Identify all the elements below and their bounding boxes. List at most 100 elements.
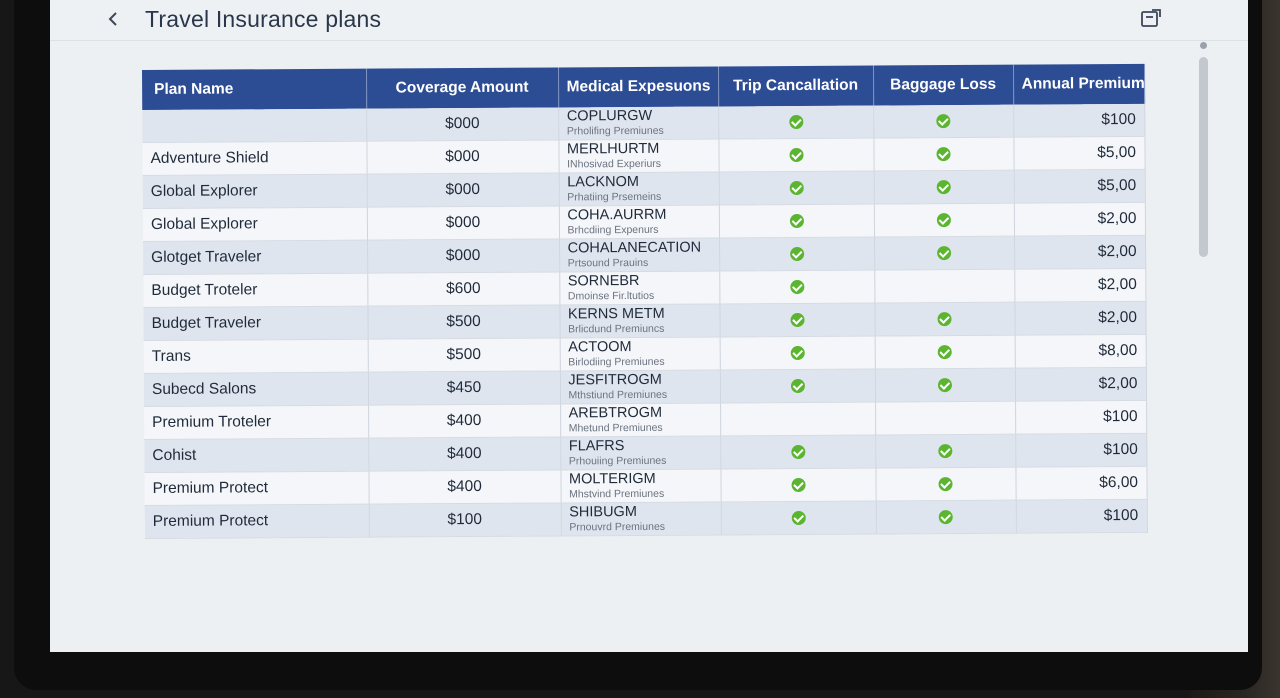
column-header-medical-expenses[interactable]: Medical Expesuons xyxy=(557,66,719,108)
medical-expenses-note: Dmoinse Fir.ltutios xyxy=(567,289,655,302)
baggage-loss-cell xyxy=(875,401,1016,436)
share-icon xyxy=(1141,9,1161,27)
baggage-loss-cell xyxy=(873,170,1014,205)
coverage-amount-cell: $000 xyxy=(366,139,559,175)
medical-expenses-value: FLAFRS xyxy=(568,438,625,455)
check-circle-icon xyxy=(790,345,805,360)
column-header-annual-premium[interactable]: Annual Premium xyxy=(1012,63,1145,105)
plan-name-cell: Cohist xyxy=(144,438,369,473)
scroll-indicator-dot xyxy=(1200,42,1207,49)
medical-expenses-note: Mthstiund Premiunes xyxy=(568,388,668,401)
share-button[interactable] xyxy=(1140,7,1162,29)
table-row[interactable]: Premium Protect $100 SHIBUGM Prnouvrd Premi… xyxy=(144,499,1147,539)
check-circle-icon xyxy=(938,509,953,525)
plan-name-cell: Premium Troteler xyxy=(144,405,369,440)
coverage-amount-cell: $450 xyxy=(367,370,561,406)
check-circle-icon xyxy=(791,477,806,492)
plan-name-cell xyxy=(142,108,367,143)
check-circle-icon xyxy=(938,476,953,492)
medical-expenses-value: MERLHURTM xyxy=(566,141,660,158)
trip-cancellation-cell xyxy=(720,468,876,502)
plan-name-cell: Global Explorer xyxy=(142,207,368,242)
check-circle-icon xyxy=(788,147,804,162)
medical-expenses-cell: MERLHURTM INhosivad Experiurs xyxy=(558,138,719,173)
plan-name-cell: Trans xyxy=(143,339,368,374)
baggage-loss-cell xyxy=(874,368,1016,403)
annual-premium-cell: $100 xyxy=(1015,400,1147,435)
check-circle-icon xyxy=(937,344,952,360)
trip-cancellation-cell xyxy=(720,501,876,535)
check-circle-icon xyxy=(789,246,804,261)
medical-expenses-cell: ACTOOM Birlodiing Premiunes xyxy=(559,336,720,371)
scrollbar[interactable] xyxy=(1196,40,1210,600)
medical-expenses-cell: JESFITROGM Mthstiund Premiunes xyxy=(559,369,721,404)
coverage-amount-cell: $500 xyxy=(367,337,560,373)
medical-expenses-value: KERNS METM xyxy=(567,306,665,323)
column-header-plan-name[interactable]: Plan Name xyxy=(142,68,367,110)
medical-expenses-value: AREBTROGM xyxy=(568,405,663,422)
check-circle-icon xyxy=(938,443,953,459)
medical-expenses-note: Prnouvrd Premiunes xyxy=(569,520,666,533)
column-header-trip-cancellation[interactable]: Trip Cancallation xyxy=(717,65,874,107)
trip-cancellation-cell xyxy=(720,402,876,436)
baggage-loss-cell xyxy=(873,137,1014,172)
medical-expenses-cell: COHA.AURRM Brhcdiing Expenurs xyxy=(558,204,720,239)
check-circle-icon xyxy=(789,180,804,195)
plan-name-cell: Premium Protect xyxy=(144,504,369,539)
medical-expenses-value: COHA.AURRM xyxy=(567,207,667,224)
page-title: Travel Insurance plans xyxy=(145,6,382,32)
column-header-coverage-amount[interactable]: Coverage Amount xyxy=(365,67,559,109)
coverage-amount-cell: $400 xyxy=(368,403,561,439)
check-circle-icon xyxy=(936,146,951,162)
table-body: $000 COPLURGW Prholifing Premiunes $100 Adve… xyxy=(142,103,1147,539)
check-circle-icon xyxy=(937,245,952,261)
plan-name-cell: Global Explorer xyxy=(142,174,367,209)
check-circle-icon xyxy=(936,113,951,129)
baggage-loss-cell xyxy=(874,335,1015,370)
plans-table: Plan Name Coverage Amount Medical Expesu… xyxy=(142,63,1147,539)
trip-cancellation-cell xyxy=(719,303,875,337)
medical-expenses-value: JESFITROGM xyxy=(568,372,662,389)
medical-expenses-value: ACTOOM xyxy=(568,339,632,356)
coverage-amount-cell: $500 xyxy=(367,304,560,340)
check-circle-icon xyxy=(789,213,804,228)
baggage-loss-cell xyxy=(875,434,1016,469)
coverage-amount-cell: $400 xyxy=(368,436,561,472)
medical-expenses-cell: AREBTROGM Mhetund Premiunes xyxy=(560,402,721,437)
trip-cancellation-cell xyxy=(718,171,874,205)
annual-premium-cell: $100 xyxy=(1015,433,1147,468)
annual-premium-cell: $8,00 xyxy=(1014,334,1146,369)
medical-expenses-note: Mhetund Premiunes xyxy=(568,421,663,434)
check-circle-icon xyxy=(789,312,805,327)
medical-expenses-cell: COHALANECATION Prtsound Prauins xyxy=(559,237,720,272)
check-circle-icon xyxy=(936,179,951,195)
annual-premium-cell: $2,00 xyxy=(1013,202,1146,237)
medical-expenses-value: SHIBUGM xyxy=(569,504,637,521)
plan-name-cell: Subecd Salons xyxy=(143,372,369,407)
trip-cancellation-cell xyxy=(719,237,875,271)
medical-expenses-value: LACKNOM xyxy=(567,174,639,191)
baggage-loss-cell xyxy=(875,500,1016,535)
scrollbar-thumb[interactable] xyxy=(1199,57,1208,257)
annual-premium-cell: $100 xyxy=(1013,103,1145,138)
plan-name-cell: Budget Troteler xyxy=(143,273,368,308)
medical-expenses-note: Prhouiing Premiunes xyxy=(568,454,667,467)
annual-premium-cell: $2,00 xyxy=(1014,268,1146,303)
medical-expenses-value: MOLTERIGM xyxy=(568,471,656,488)
coverage-amount-cell: $400 xyxy=(368,469,561,505)
back-button[interactable] xyxy=(106,8,126,32)
coverage-amount-cell: $000 xyxy=(366,205,560,241)
medical-expenses-cell: SHIBUGM Prnouvrd Premiunes xyxy=(560,501,721,536)
medical-expenses-cell: SORNEBR Dmoinse Fir.ltutios xyxy=(559,270,720,305)
annual-premium-cell: $100 xyxy=(1015,499,1147,534)
annual-premium-cell: $5,00 xyxy=(1013,169,1145,204)
column-header-baggage-loss[interactable]: Baggage Loss xyxy=(872,64,1014,106)
baggage-loss-cell xyxy=(873,104,1014,139)
plan-name-cell: Premium Protect xyxy=(144,471,369,506)
coverage-amount-cell: $000 xyxy=(366,107,559,142)
medical-expenses-cell: COPLURGW Prholifing Premiunes xyxy=(558,106,719,140)
screen: Travel Insurance plans Plan Name xyxy=(50,0,1248,652)
medical-expenses-note: Brhcdiing Expenurs xyxy=(567,223,659,236)
chevron-left-icon xyxy=(108,12,117,26)
medical-expenses-note: Brlicdund Premiuncs xyxy=(568,322,665,335)
